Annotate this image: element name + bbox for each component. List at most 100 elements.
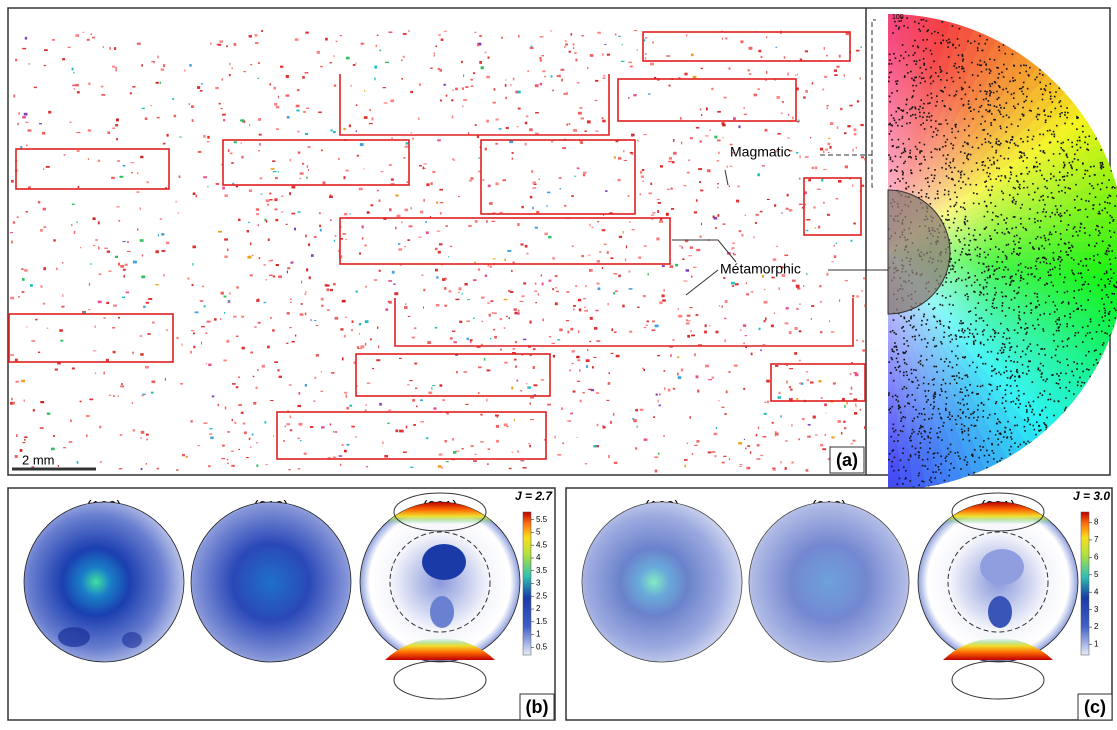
grain	[321, 371, 322, 372]
ipf-point	[950, 463, 952, 465]
grain	[540, 60, 542, 62]
grain	[671, 188, 673, 190]
grain	[464, 371, 468, 372]
grain	[851, 240, 853, 242]
ipf-point	[998, 97, 1000, 99]
ipf-point	[984, 121, 986, 123]
grain	[165, 378, 166, 381]
grain	[618, 157, 622, 159]
grain	[518, 310, 519, 312]
ipf-point	[1085, 208, 1087, 210]
ipf-point	[1058, 244, 1060, 246]
grain	[18, 296, 20, 297]
grain	[143, 306, 146, 308]
ipf-point	[918, 109, 920, 111]
ipf-point	[950, 242, 952, 244]
ipf-point	[929, 442, 931, 444]
ipf-point	[1039, 200, 1041, 202]
grain	[286, 94, 290, 96]
ipf-point	[949, 418, 951, 420]
grain	[103, 317, 105, 319]
ipf-point	[897, 125, 899, 127]
density-blob	[430, 596, 454, 628]
grain	[403, 33, 407, 35]
grain	[844, 74, 845, 77]
ipf-point	[974, 449, 976, 451]
grain	[426, 183, 429, 186]
grain	[799, 383, 801, 384]
grain	[10, 354, 14, 355]
grain	[258, 224, 259, 226]
ipf-point	[933, 408, 935, 410]
grain	[766, 71, 767, 74]
ipf-point	[1065, 407, 1067, 409]
ipf-point	[895, 25, 897, 27]
grain	[439, 189, 443, 191]
grain	[518, 35, 519, 38]
grain	[443, 84, 445, 86]
ipf-point	[996, 389, 998, 391]
pole-figure	[24, 502, 184, 662]
grain	[764, 413, 767, 415]
grain	[266, 279, 267, 280]
grain	[584, 130, 586, 132]
grain	[257, 299, 259, 300]
grain	[91, 33, 92, 35]
grain	[40, 285, 42, 287]
ipf-point	[1110, 334, 1112, 336]
grain	[275, 219, 278, 221]
grain	[677, 356, 679, 358]
ipf-point	[1020, 327, 1022, 329]
grain	[419, 83, 421, 85]
ipf-point	[1093, 187, 1095, 189]
ipf-point	[968, 178, 970, 180]
ipf-point	[927, 468, 929, 470]
grain	[186, 456, 188, 458]
grain	[333, 283, 336, 285]
ipf-point	[1039, 425, 1041, 427]
ipf-point	[1076, 368, 1078, 370]
grain	[786, 307, 789, 309]
ipf-point	[1020, 247, 1022, 249]
grain	[618, 275, 620, 278]
ipf-point	[934, 198, 936, 200]
ipf-point	[1000, 155, 1002, 157]
ipf-point	[1006, 338, 1008, 340]
ipf-point	[1028, 171, 1030, 173]
ipf-point	[1073, 375, 1075, 377]
ipf-point	[1035, 265, 1037, 267]
grain	[488, 265, 490, 267]
grain	[325, 38, 328, 41]
ipf-point	[984, 251, 986, 253]
grain	[719, 305, 720, 306]
grain	[179, 136, 181, 137]
ipf-point	[990, 384, 992, 386]
ipf-point	[973, 291, 975, 293]
grain	[420, 211, 423, 214]
grain	[306, 268, 308, 271]
ipf-point	[1070, 250, 1072, 252]
grain	[580, 142, 583, 144]
grain	[595, 80, 598, 82]
ipf-point	[1076, 116, 1078, 118]
grain	[398, 243, 400, 245]
ipf-point	[972, 146, 974, 148]
grain	[227, 459, 228, 460]
grain	[436, 202, 438, 204]
grain	[481, 66, 484, 69]
grain	[90, 263, 91, 265]
grain	[439, 69, 442, 72]
grain	[530, 419, 534, 420]
grain	[777, 96, 780, 99]
ipf-point	[899, 60, 901, 62]
grain	[86, 435, 88, 437]
grain	[290, 298, 291, 299]
ipf-point	[957, 38, 959, 40]
grain	[257, 78, 258, 79]
ipf-point	[1029, 67, 1031, 69]
grain	[343, 176, 345, 179]
grain	[298, 151, 301, 153]
ipf-point	[954, 95, 956, 97]
ipf-point	[910, 456, 912, 458]
grain	[610, 421, 612, 424]
